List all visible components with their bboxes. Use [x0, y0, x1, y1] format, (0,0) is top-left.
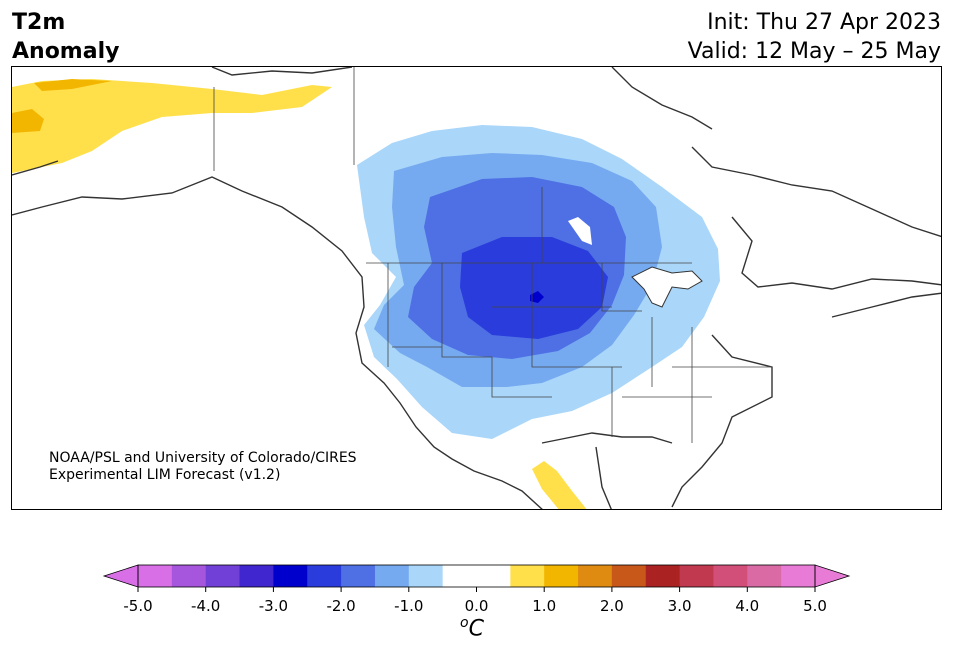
colorbar-cell — [341, 565, 376, 587]
valid-range: Valid: 12 May – 25 May — [687, 39, 941, 64]
colorbar-cell — [408, 565, 444, 587]
colorbar-cell — [374, 565, 410, 587]
colorbar-cell — [171, 565, 207, 587]
colorbar-cell — [307, 565, 342, 587]
title-line-1: T2m — [12, 10, 66, 35]
coastlines — [12, 67, 941, 509]
credit-line-2: Experimental LIM Forecast (v1.2) — [49, 467, 281, 483]
colorbar-cell — [510, 565, 545, 587]
colorbar-tick-label: -5.0 — [123, 597, 152, 615]
map-title: T2m Anomaly — [12, 8, 119, 66]
init-date: Init: Thu 27 Apr 2023 — [707, 10, 941, 35]
great-lakes — [631, 266, 703, 308]
colorbar-tick-label: 4.0 — [735, 597, 759, 615]
colorbar-tick-label: -2.0 — [326, 597, 355, 615]
colorbar-tick-label: -1.0 — [394, 597, 423, 615]
colorbar-tick-label: 1.0 — [532, 597, 556, 615]
colorbar-cell — [611, 565, 647, 587]
colorbar: -5.0 -4.0 -3.0 -2.0 -1.0 0.0 1.0 2.0 3.0 4.0 5.0 — [102, 564, 851, 615]
colorbar-tick-label: 3.0 — [668, 597, 692, 615]
colorbar-cell — [273, 565, 308, 587]
cold-anomaly-level-4 — [460, 237, 608, 339]
date-info: Init: Thu 27 Apr 2023 Valid: 12 May – 25… — [688, 8, 941, 66]
colorbar-tick-label: -3.0 — [259, 597, 288, 615]
cold-anomaly-level-5 — [530, 291, 544, 303]
colorbar-cell — [205, 565, 241, 587]
colorbar-tick-label: 5.0 — [803, 597, 827, 615]
colorbar-cell — [544, 565, 579, 587]
borders — [213, 67, 772, 443]
colorbar-over-arrow — [814, 564, 851, 588]
title-line-2: Anomaly — [12, 39, 120, 64]
anomaly-map — [12, 67, 941, 509]
unit-degree: o — [460, 615, 469, 631]
colorbar-cells — [138, 565, 816, 587]
credit-text: NOAA/PSL and University of Colorado/CIRE… — [49, 450, 357, 484]
colorbar-cell — [578, 565, 613, 587]
colorbar-cell — [476, 565, 511, 587]
map-panel — [11, 66, 942, 510]
colorbar-cell — [138, 565, 173, 587]
warm-anomaly-alaska — [12, 79, 332, 173]
colorbar-cell — [713, 565, 748, 587]
colorbar-tick-label: 2.0 — [600, 597, 624, 615]
lake-winnipeg — [568, 217, 592, 245]
colorbar-cell — [679, 565, 714, 587]
colorbar-tick-label: 0.0 — [465, 597, 489, 615]
unit-celsius: C — [468, 616, 484, 642]
colorbar-cell — [645, 565, 681, 587]
colorbar-ticks: -5.0 -4.0 -3.0 -2.0 -1.0 0.0 1.0 2.0 3.0 4.0 5.0 — [123, 587, 827, 615]
warm-anomaly-alaska-core — [12, 109, 44, 133]
colorbar-cell — [239, 565, 274, 587]
colorbar-cell — [747, 565, 782, 587]
warm-anomaly-mexico — [532, 461, 587, 509]
warm-anomaly-alaska-north — [34, 79, 112, 91]
colorbar-tick-label: -4.0 — [191, 597, 220, 615]
colorbar-unit: oC — [460, 615, 484, 641]
colorbar-cell — [781, 565, 816, 587]
colorbar-under-arrow — [102, 564, 139, 588]
colorbar-cell — [442, 565, 477, 587]
credit-line-1: NOAA/PSL and University of Colorado/CIRE… — [49, 450, 357, 466]
